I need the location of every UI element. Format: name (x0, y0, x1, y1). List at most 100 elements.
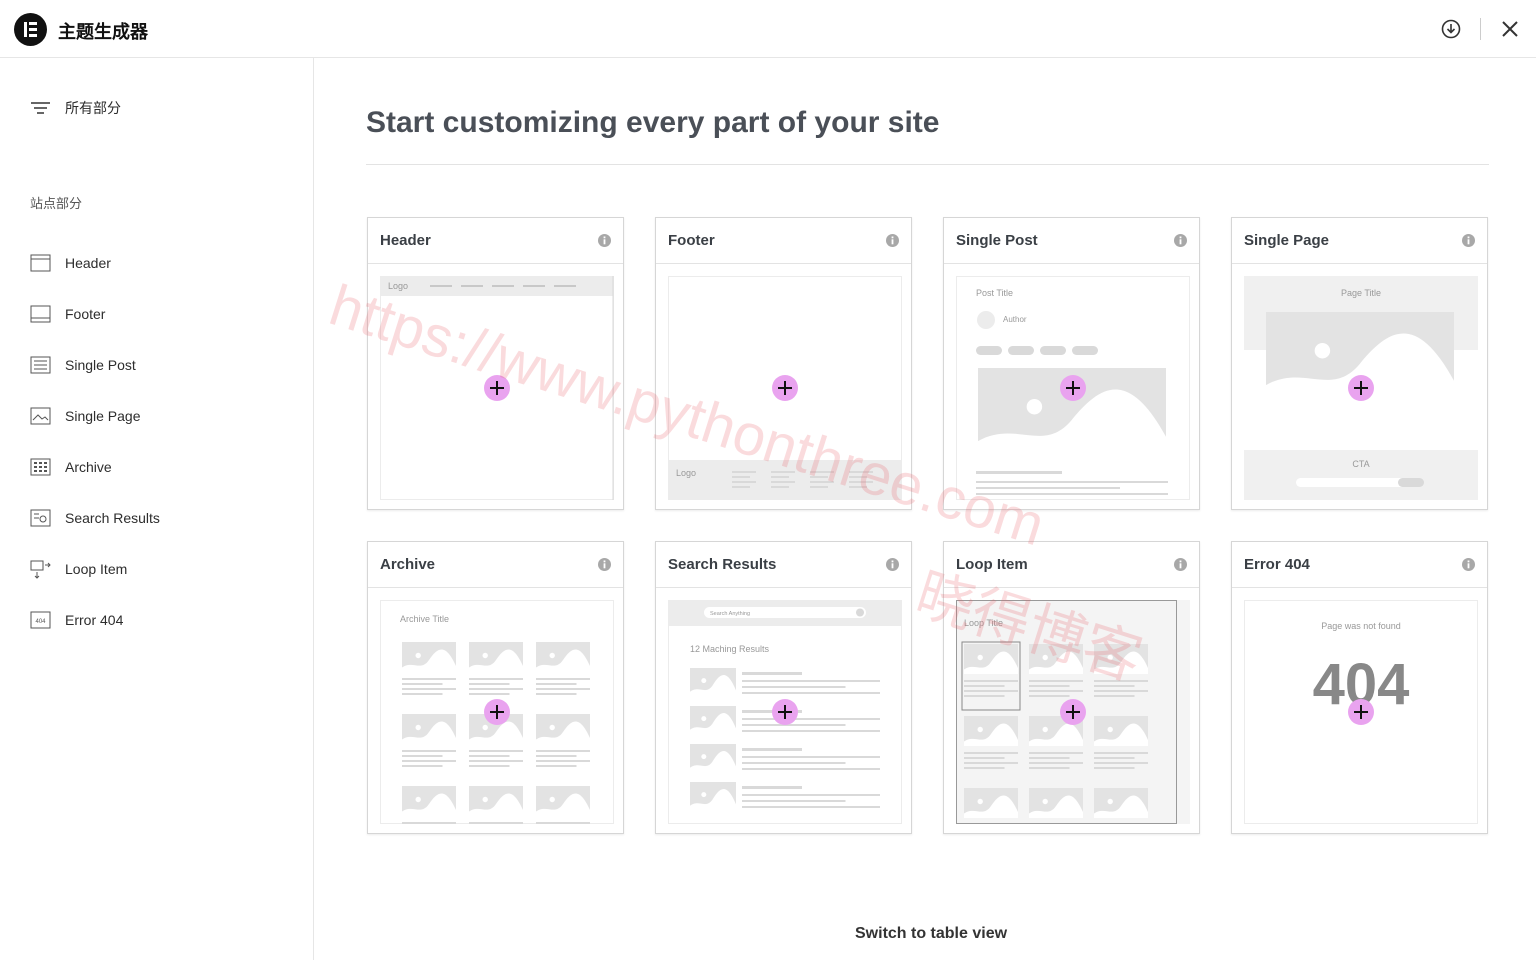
image-sun (701, 678, 707, 684)
image-sun (1026, 398, 1043, 415)
text-line (402, 755, 443, 757)
image-sun (415, 724, 421, 731)
card-header: Search Results (656, 542, 911, 588)
cta-bar (1296, 478, 1420, 487)
add-button[interactable] (1060, 375, 1086, 401)
text-line (469, 678, 523, 680)
template-card[interactable]: Single Page Page Title CTA (1231, 217, 1488, 510)
text-line (1094, 690, 1148, 692)
icon-lens (39, 515, 47, 522)
info-bar (891, 563, 894, 569)
all-sections[interactable]: 所有部分 (30, 96, 121, 120)
card-title: Error 404 (1244, 556, 1310, 573)
sidebar-item-label: Single Post (65, 357, 136, 373)
text-line (1029, 752, 1083, 754)
template-card[interactable]: Single Post Post Title Author (943, 217, 1200, 510)
divider (1480, 18, 1481, 40)
template-card[interactable]: Loop Item Loop Title (943, 541, 1200, 834)
info-bar (1467, 563, 1470, 569)
card-title: Header (380, 232, 431, 249)
text-line (1094, 685, 1135, 687)
image-hill (1094, 795, 1148, 818)
info-icon[interactable] (1174, 558, 1187, 571)
add-plus (778, 381, 792, 395)
info-dot (603, 236, 606, 239)
image-sun (1314, 342, 1331, 359)
info-icon[interactable] (1174, 234, 1187, 247)
image-hill (536, 649, 590, 672)
elementor-logo (14, 13, 47, 46)
add-button[interactable] (772, 375, 798, 401)
download-button[interactable] (1441, 19, 1461, 39)
info-icon[interactable] (1462, 558, 1475, 571)
info-dot (1467, 236, 1470, 239)
sidebar-item[interactable]: Header (30, 251, 111, 275)
tag-pill (976, 346, 1002, 355)
add-button[interactable] (772, 699, 798, 725)
info-icon[interactable] (598, 234, 611, 247)
sidebar-item[interactable]: 404 Error 404 (30, 608, 123, 632)
text-line (732, 476, 750, 478)
text-line (402, 693, 443, 695)
card-preview: Loop Title (956, 600, 1190, 824)
sidebar-item[interactable]: Loop Item (30, 557, 127, 581)
image-hill (964, 795, 1018, 818)
template-card[interactable]: Error 404 Page was not found 404 (1231, 541, 1488, 834)
text-line (469, 765, 510, 767)
image-sun (482, 652, 488, 659)
card-header: Header (368, 218, 623, 264)
text-line (742, 800, 846, 802)
sidebar-item[interactable]: Archive (30, 455, 112, 479)
text-line (402, 683, 443, 685)
add-button[interactable] (1060, 699, 1086, 725)
add-button[interactable] (484, 375, 510, 401)
image-sun (1042, 726, 1048, 733)
info-icon[interactable] (1462, 234, 1475, 247)
image-hill (536, 721, 590, 744)
preview-text: Author (1003, 315, 1027, 324)
top-bar: 主题生成器 (0, 0, 1536, 58)
image-sun (977, 654, 983, 661)
text-line (536, 683, 577, 685)
image-sun (977, 798, 983, 805)
sidebar-item-label: Archive (65, 459, 112, 475)
icon-cell (39, 461, 42, 464)
add-plus (490, 705, 504, 719)
sidebar-item[interactable]: Footer (30, 302, 105, 326)
icon-frame (30, 254, 51, 271)
result-title (742, 672, 802, 675)
sidebar-icon (30, 356, 51, 373)
template-card[interactable]: Footer Logo (655, 217, 912, 510)
text-line (964, 757, 1005, 759)
sidebar-item[interactable]: Search Results (30, 506, 160, 530)
preview-text: Logo (388, 281, 408, 291)
info-icon[interactable] (886, 234, 899, 247)
icon-cell (39, 465, 42, 468)
add-button[interactable] (1348, 699, 1374, 725)
text-line (976, 493, 1168, 495)
sidebar-item[interactable]: Single Post (30, 353, 136, 377)
search-icon (856, 608, 864, 617)
sidebar-item-label: Loop Item (65, 561, 128, 577)
template-card[interactable]: Search Results Search Anything 12 Maching … (655, 541, 912, 834)
text-line (1029, 757, 1070, 759)
text-line (536, 678, 590, 680)
sidebar-item[interactable]: Single Page (30, 404, 141, 428)
close-button[interactable] (1502, 21, 1518, 37)
image-hill (1029, 651, 1083, 674)
add-button[interactable] (1348, 375, 1374, 401)
info-icon[interactable] (886, 558, 899, 571)
image-hill (469, 793, 523, 816)
sidebar-icon (30, 305, 51, 322)
template-card[interactable]: Archive Archive Title (367, 541, 624, 834)
info-icon[interactable] (598, 558, 611, 571)
add-button[interactable] (484, 699, 510, 725)
template-card[interactable]: Header Logo (367, 217, 624, 510)
text-line (742, 730, 880, 732)
image-hill (536, 793, 590, 816)
highlight-frame (961, 641, 1021, 711)
text-line (771, 486, 789, 488)
text-line (536, 765, 577, 767)
switch-view-link[interactable]: Switch to table view (855, 925, 1008, 942)
